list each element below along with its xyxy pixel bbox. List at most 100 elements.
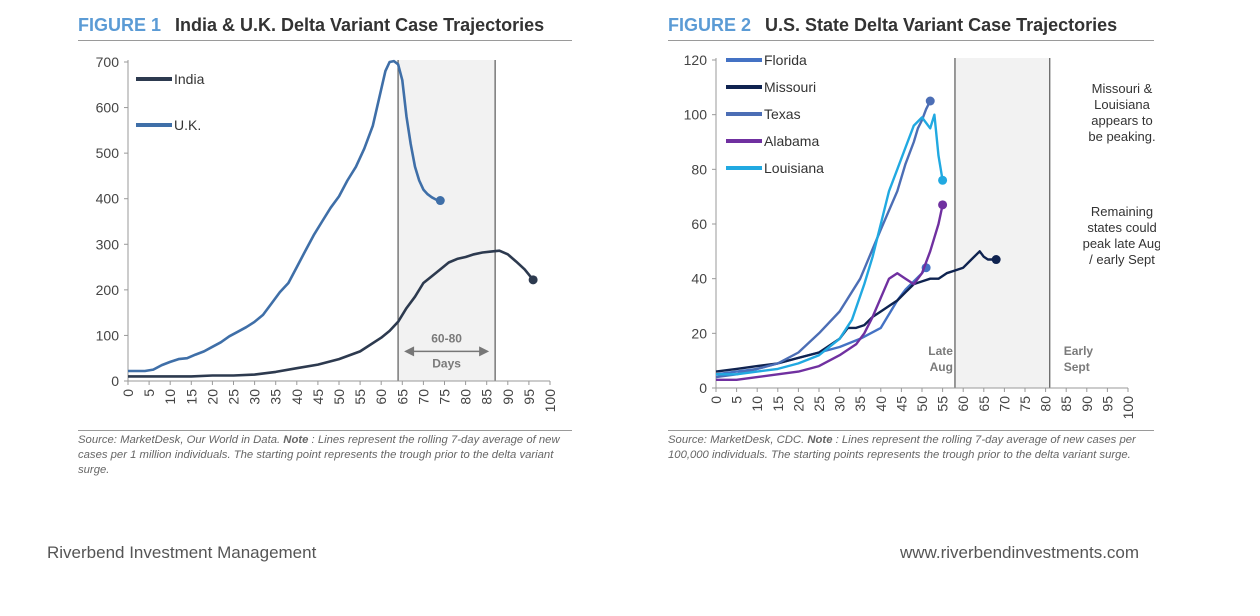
y-tick-label: 100 [96, 327, 120, 343]
x-tick-label: 95 [1099, 396, 1115, 412]
x-tick-label: 75 [1017, 396, 1033, 412]
x-tick-label: 75 [437, 389, 453, 405]
y-tick-label: 0 [699, 380, 707, 396]
late-aug-label-line-1: Late [928, 344, 953, 358]
figure-1-source-text: Source: MarketDesk, Our World in Data. [78, 434, 281, 446]
x-tick-label: 85 [479, 389, 495, 405]
y-tick-label: 80 [691, 161, 707, 177]
x-tick-label: 10 [749, 396, 765, 412]
late-aug-label-line-2: Aug [930, 360, 953, 374]
x-tick-label: 60 [955, 396, 971, 412]
x-tick-label: 45 [310, 389, 326, 405]
annotation-peaking-line: Missouri & [1092, 81, 1153, 96]
annotation-peaking-line: appears to [1091, 113, 1152, 128]
x-tick-label: 25 [226, 389, 242, 405]
x-tick-label: 90 [500, 389, 516, 405]
early-sept-label-line-2: Sept [1064, 360, 1090, 374]
shaded-period [398, 60, 496, 381]
x-tick-label: 0 [120, 389, 136, 397]
x-tick-label: 30 [247, 389, 263, 405]
figure-1-number: FIGURE 1 [78, 15, 162, 35]
x-tick-label: 100 [542, 389, 558, 413]
x-tick-label: 55 [352, 389, 368, 405]
x-tick-label: 5 [729, 396, 745, 404]
figure-1-note-text: : Lines represent the rolling 7-day aver… [78, 434, 560, 476]
figure-1-top-rule [78, 40, 572, 41]
x-tick-label: 5 [141, 389, 157, 397]
x-tick-label: 50 [331, 389, 347, 405]
y-tick-label: 600 [96, 100, 120, 116]
annotation-remaining-line: states could [1087, 220, 1156, 235]
legend-label: U.K. [174, 117, 201, 133]
figure-2-title-text: U.S. State Delta Variant Case Trajectori… [765, 15, 1118, 35]
series-end-marker-alabama [938, 200, 948, 210]
duration-arrow-left [404, 346, 415, 357]
series-line-india [128, 249, 535, 378]
series-line-uk [128, 59, 441, 373]
series-end-marker-india [528, 275, 538, 285]
figure-2-source: Source: MarketDesk, CDC. Note : Lines re… [668, 433, 1148, 463]
annotation-peaking-line: be peaking. [1088, 129, 1155, 144]
x-tick-label: 90 [1079, 396, 1095, 412]
series-line-texas [715, 100, 932, 379]
x-tick-label: 45 [893, 396, 909, 412]
legend-label: Florida [764, 52, 807, 68]
shade-label-line-1: 60-80 [431, 331, 462, 345]
x-tick-label: 80 [458, 389, 474, 405]
duration-arrow-right [479, 346, 490, 357]
figure-2-note-text: : Lines represent the rolling 7-day aver… [668, 434, 1136, 461]
figure-2-bottom-rule [668, 430, 1154, 431]
legend-label: Texas [764, 106, 801, 122]
x-tick-label: 100 [1120, 396, 1136, 420]
x-tick-label: 30 [832, 396, 848, 412]
x-tick-label: 70 [996, 396, 1012, 412]
figure-2-note-label: Note [807, 434, 833, 446]
series-line-florida [715, 266, 928, 376]
x-tick-label: 65 [976, 396, 992, 412]
x-tick-label: 85 [1058, 396, 1074, 412]
x-tick-label: 50 [914, 396, 930, 412]
x-tick-label: 80 [1038, 396, 1054, 412]
x-tick-label: 95 [521, 389, 537, 405]
series-line-louisiana [716, 113, 944, 376]
x-tick-label: 35 [852, 396, 868, 412]
series-line-missouri [715, 250, 997, 373]
annotation-remaining-line: Remaining [1091, 204, 1153, 219]
series-end-marker-uk [435, 196, 445, 206]
y-tick-label: 120 [684, 52, 708, 68]
y-tick-label: 20 [691, 325, 707, 341]
figure-2-number: FIGURE 2 [668, 15, 752, 35]
x-tick-label: 20 [204, 389, 220, 405]
x-tick-label: 55 [935, 396, 951, 412]
y-tick-label: 60 [691, 216, 707, 232]
x-tick-label: 15 [770, 396, 786, 412]
x-tick-label: 25 [811, 396, 827, 412]
figure-2-source-text: Source: MarketDesk, CDC. [668, 434, 805, 446]
footer-website-link[interactable]: www.riverbendinvestments.com [900, 543, 1140, 562]
x-tick-label: 40 [873, 396, 889, 412]
series-line-alabama [716, 204, 944, 381]
x-tick-label: 65 [394, 389, 410, 405]
annotation-peaking-line: Louisiana [1094, 97, 1150, 112]
figure-1-bottom-rule [78, 430, 572, 431]
y-tick-label: 100 [684, 107, 708, 123]
series-end-marker-missouri [991, 255, 1001, 265]
y-tick-label: 200 [96, 282, 120, 298]
shade-label-line-2: Days [432, 356, 461, 370]
y-tick-label: 0 [111, 373, 119, 389]
x-tick-label: 35 [268, 389, 284, 405]
x-tick-label: 20 [790, 396, 806, 412]
y-tick-label: 40 [691, 271, 707, 287]
y-tick-label: 400 [96, 191, 120, 207]
y-tick-label: 500 [96, 145, 120, 161]
x-tick-label: 60 [373, 389, 389, 405]
legend-label: Missouri [764, 79, 816, 95]
annotation-remaining-line: peak late Aug [1083, 236, 1160, 251]
figure-2-top-rule [668, 40, 1154, 41]
legend-label: Alabama [764, 133, 819, 149]
figure-1-title-text: India & U.K. Delta Variant Case Trajecto… [175, 15, 545, 35]
x-tick-label: 10 [162, 389, 178, 405]
series-end-marker-louisiana [938, 175, 948, 185]
annotation-remaining-line: / early Sept [1089, 252, 1155, 267]
